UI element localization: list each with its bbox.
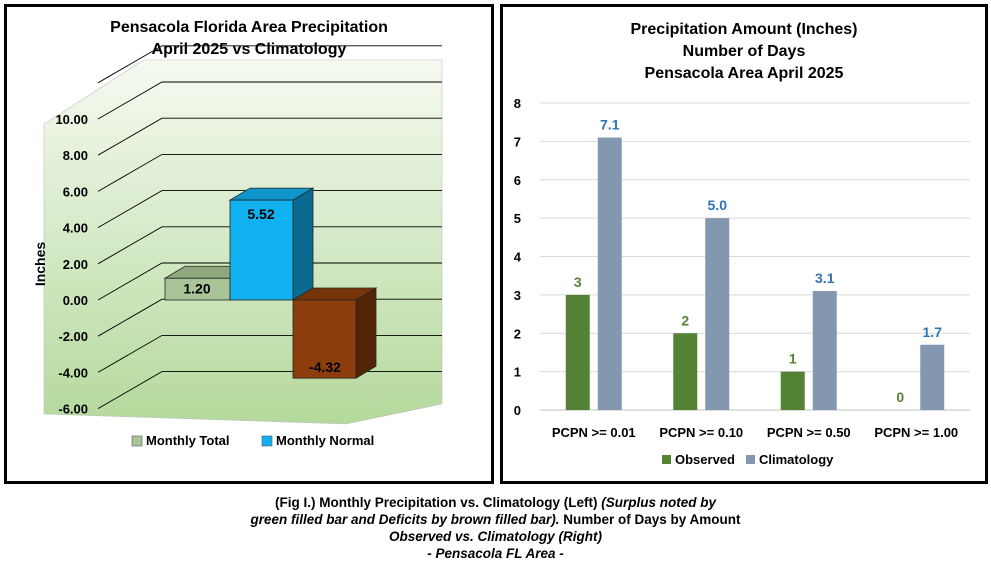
right-x-tick-label: PCPN >= 1.00 bbox=[874, 425, 958, 440]
caption-line-2: green filled bar and Deficits by brown f… bbox=[0, 511, 991, 528]
data-label-observed: 2 bbox=[681, 312, 689, 328]
left-legend: Monthly Total Monthly Normal bbox=[131, 433, 374, 448]
data-label-climatology: 3.1 bbox=[815, 270, 835, 286]
caption-line-1-bold: (Fig I.) Monthly Precipitation vs. Clima… bbox=[274, 495, 602, 510]
left-y-tick-label: -6.00 bbox=[58, 402, 88, 417]
right-y-tick-label: 7 bbox=[514, 134, 521, 149]
left-gridline bbox=[97, 81, 442, 120]
data-label-departure: -4.32 bbox=[309, 359, 341, 375]
legend-label-monthly-total: Monthly Total bbox=[146, 433, 230, 448]
left-gridline bbox=[97, 262, 442, 301]
data-label-observed: 1 bbox=[789, 351, 797, 367]
right-x-axis-ticks: PCPN >= 0.01 PCPN >= 0.10 PCPN >= 0.50 PCPN… bbox=[552, 425, 958, 440]
right-x-tick-label: PCPN >= 0.01 bbox=[552, 425, 636, 440]
caption-line-2-italic: green filled bar and Deficits by brown f… bbox=[250, 512, 560, 527]
bar-observed bbox=[565, 294, 590, 410]
left-y-tick-label: 0.00 bbox=[63, 293, 88, 308]
caption-line-1-italic: (Surplus noted by bbox=[601, 495, 716, 510]
left-gridline bbox=[97, 190, 442, 228]
bar-climatology bbox=[705, 218, 730, 410]
left-y-axis-label: Inches bbox=[32, 242, 48, 287]
data-label-monthly-total: 1.20 bbox=[183, 280, 210, 296]
right-chart-title-line3: Pensacola Area April 2025 bbox=[645, 65, 844, 82]
right-chart-title-line2: Number of Days bbox=[683, 43, 806, 60]
bar-climatology bbox=[920, 344, 945, 410]
data-label-climatology: 1.7 bbox=[923, 324, 943, 340]
right-y-tick-label: 2 bbox=[514, 326, 521, 341]
legend-label-climatology: Climatology bbox=[759, 452, 834, 467]
right-y-tick-label: 0 bbox=[514, 403, 521, 418]
legend-swatch-monthly-total bbox=[131, 435, 143, 447]
left-chart-subtitle: April 2025 vs Climatology bbox=[152, 41, 347, 58]
right-x-tick-label: PCPN >= 0.10 bbox=[659, 425, 743, 440]
right-x-tick-label: PCPN >= 0.50 bbox=[767, 425, 851, 440]
right-y-axis-ticks: 0 1 2 3 4 5 6 7 8 bbox=[514, 96, 522, 418]
bar-climatology bbox=[812, 291, 837, 410]
bar-departure-side bbox=[355, 287, 377, 379]
left-y-tick-label: -4.00 bbox=[58, 365, 88, 380]
right-y-tick-label: 3 bbox=[514, 288, 521, 303]
right-y-tick-label: 5 bbox=[514, 211, 521, 226]
left-y-tick-label: 6.00 bbox=[63, 184, 88, 199]
left-y-tick-label: 10.00 bbox=[55, 112, 88, 127]
left-y-tick-label: 2.00 bbox=[63, 257, 88, 272]
data-label-climatology: 7.1 bbox=[600, 117, 620, 133]
left-chart: Pensacola Florida Area Precipitation Apr… bbox=[4, 4, 494, 484]
left-chart-title: Pensacola Florida Area Precipitation bbox=[110, 19, 388, 36]
right-y-tick-label: 1 bbox=[514, 365, 521, 380]
right-y-tick-label: 4 bbox=[514, 250, 522, 265]
bar-departure-front bbox=[292, 299, 357, 379]
bar-climatology bbox=[597, 137, 622, 410]
legend-label-monthly-normal: Monthly Normal bbox=[276, 433, 374, 448]
left-gridline bbox=[97, 45, 442, 84]
right-legend: Observed Climatology bbox=[662, 452, 834, 467]
left-y-axis-ticks: -6.00 -4.00 -2.00 0.00 2.00 4.00 6.00 8.00 10.00 bbox=[55, 112, 88, 417]
right-chart: Precipitation Amount (Inches) Number of … bbox=[500, 4, 988, 484]
data-label-monthly-normal: 5.52 bbox=[247, 206, 274, 222]
right-y-tick-label: 8 bbox=[514, 96, 521, 111]
caption-line-4: - Pensacola FL Area - bbox=[427, 546, 564, 561]
left-gridline bbox=[97, 117, 442, 156]
data-label-observed: 3 bbox=[574, 274, 582, 290]
caption-line-3: Observed vs. Climatology (Right) bbox=[388, 529, 603, 544]
left-y-tick-label: -2.00 bbox=[58, 329, 88, 344]
data-label-observed: 0 bbox=[896, 389, 904, 405]
bar-monthly-normal-side bbox=[292, 187, 314, 301]
bar-departure bbox=[291, 287, 378, 379]
left-bars: 1.20 5.52 -4.32 bbox=[163, 187, 378, 379]
right-chart-title-line1: Precipitation Amount (Inches) bbox=[631, 21, 858, 38]
legend-swatch-monthly-normal bbox=[261, 435, 273, 447]
bar-observed bbox=[673, 333, 698, 410]
right-bars: 3 7.1 2 5.0 1 3.1 0 1.7 bbox=[565, 117, 945, 410]
left-gridline bbox=[97, 226, 442, 265]
legend-swatch-observed bbox=[662, 455, 671, 464]
bar-monthly-normal bbox=[228, 187, 315, 301]
left-y-tick-label: 4.00 bbox=[63, 221, 88, 236]
caption-line-2-bold: Number of Days by Amount bbox=[559, 512, 741, 527]
legend-label-observed: Observed bbox=[675, 452, 735, 467]
bar-monthly-normal-front bbox=[229, 199, 294, 301]
bar-observed bbox=[780, 371, 805, 410]
data-label-climatology: 5.0 bbox=[708, 197, 728, 213]
legend-swatch-climatology bbox=[746, 455, 755, 464]
left-y-tick-label: 8.00 bbox=[63, 148, 88, 163]
left-gridline bbox=[97, 153, 442, 192]
right-y-tick-label: 6 bbox=[514, 173, 521, 188]
caption-line-1: (Fig I.) Monthly Precipitation vs. Clima… bbox=[0, 494, 991, 511]
figure-caption: (Fig I.) Monthly Precipitation vs. Clima… bbox=[0, 494, 991, 562]
